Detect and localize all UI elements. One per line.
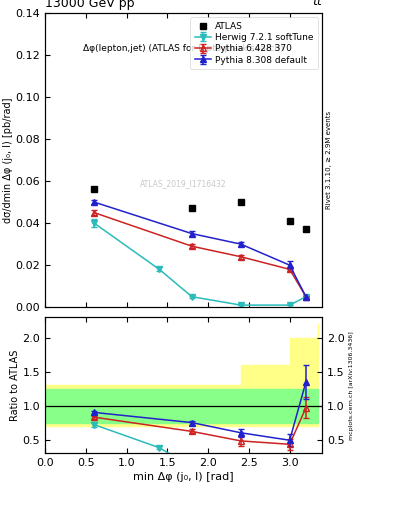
Line: ATLAS: ATLAS <box>91 186 309 233</box>
Text: tt: tt <box>312 0 322 8</box>
Y-axis label: dσ/dmin Δφ (j₀, l) [pb/rad]: dσ/dmin Δφ (j₀, l) [pb/rad] <box>3 97 13 223</box>
ATLAS <box>239 199 243 205</box>
Y-axis label: Rivet 3.1.10, ≥ 2.9M events: Rivet 3.1.10, ≥ 2.9M events <box>327 111 332 209</box>
ATLAS <box>287 218 292 224</box>
ATLAS <box>189 205 194 211</box>
Text: 13000 GeV pp: 13000 GeV pp <box>45 0 135 10</box>
Text: ATLAS_2019_I1716432: ATLAS_2019_I1716432 <box>140 179 227 188</box>
X-axis label: min Δφ (j₀, l) [rad]: min Δφ (j₀, l) [rad] <box>133 472 234 482</box>
Y-axis label: Ratio to ATLAS: Ratio to ATLAS <box>10 350 20 421</box>
ATLAS <box>304 226 309 232</box>
Text: Δφ(lepton,jet) (ATLAS for leptoquark search): Δφ(lepton,jet) (ATLAS for leptoquark sea… <box>83 44 284 53</box>
Legend: ATLAS, Herwig 7.2.1 softTune, Pythia 6.428 370, Pythia 8.308 default: ATLAS, Herwig 7.2.1 softTune, Pythia 6.4… <box>190 17 318 69</box>
Y-axis label: mcplots.cern.ch [arXiv:1306.3436]: mcplots.cern.ch [arXiv:1306.3436] <box>349 331 354 440</box>
ATLAS <box>92 186 96 193</box>
